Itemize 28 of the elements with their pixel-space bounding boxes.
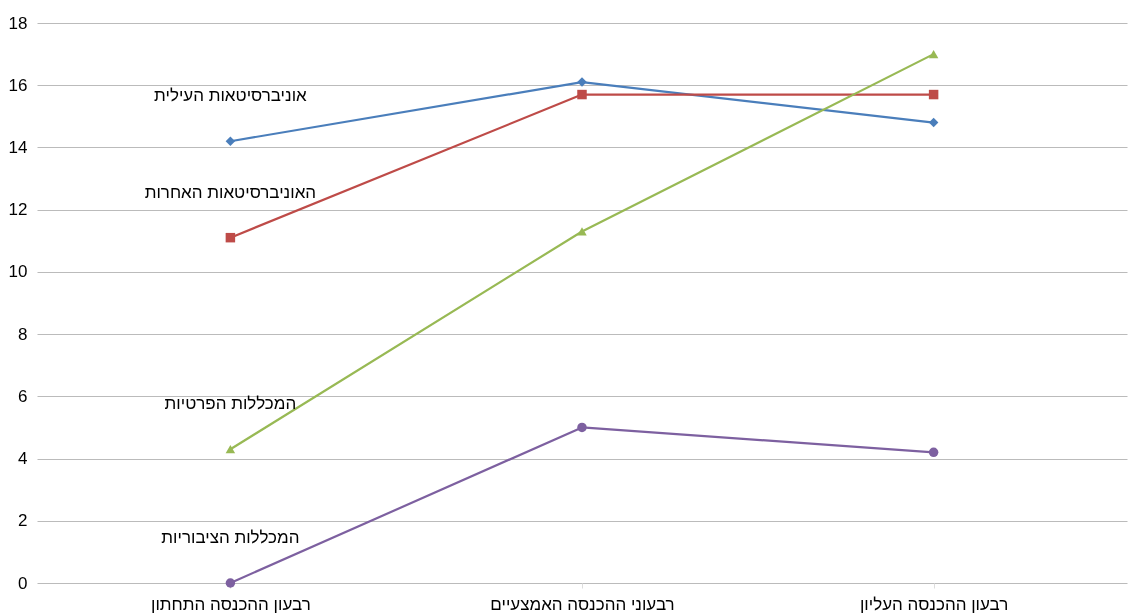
y-tick-label: 12 [8,200,28,220]
point [225,136,236,146]
series-label: המכללות הציבוריות [161,528,300,547]
y-tick-label: 16 [8,75,28,95]
point [928,117,939,128]
y-tick-label: 4 [18,449,28,469]
y-tick-label: 18 [8,13,28,33]
point [928,50,939,59]
point [225,232,236,243]
y-tick-label: 6 [18,386,28,406]
y-tick-label: 2 [18,511,28,531]
series-label: המכללות הפרטיות [164,394,297,414]
y-tick-label: 8 [18,324,28,344]
series-label: אוניברסיטאות העילית [154,86,308,106]
x-tick-label: רבעון ההכנסה העליון [859,594,1009,614]
point [225,578,236,588]
x-tick-label: רבעוני ההכנסה האמצעיים [490,594,675,614]
point [577,227,587,236]
point [577,422,587,433]
point [928,447,939,458]
point [577,89,587,100]
x-tick-label: רבעון ההכנסה התחתון [151,594,311,614]
y-tick-label: 14 [8,137,28,157]
point [225,445,236,454]
series-label: האוניברסיטאות האחרות [144,182,317,202]
y-tick-label: 0 [18,573,28,593]
y-tick-label: 10 [8,262,28,282]
point [928,89,939,100]
